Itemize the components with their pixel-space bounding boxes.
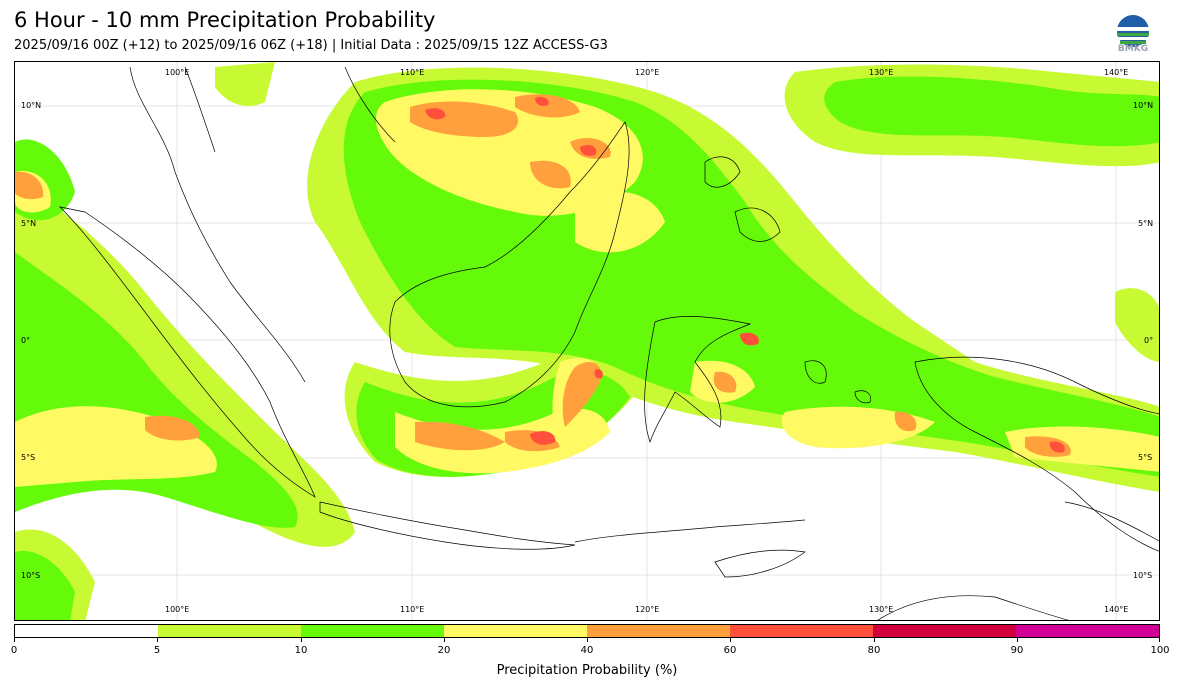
colorbar-tick <box>730 638 731 642</box>
coastlines <box>58 66 1159 620</box>
colorbar-tick <box>1017 638 1018 642</box>
prob-40-60-layer <box>15 94 1071 457</box>
colorbar-segment <box>730 625 873 637</box>
lat-label-0-right: 0° <box>1144 336 1154 345</box>
colorbar-tick <box>14 638 15 642</box>
colorbar-title: Precipitation Probability (%) <box>496 663 678 678</box>
colorbar-tick-label: 100 <box>1150 645 1170 656</box>
colorbar-tick <box>301 638 302 642</box>
colorbar <box>14 624 1160 638</box>
lat-label-5n-left: 5°N <box>21 219 37 228</box>
lon-label-100-top: 100°E <box>165 68 190 77</box>
colorbar-tick-label: 90 <box>1010 645 1024 656</box>
colorbar-segment <box>873 625 1016 637</box>
logo-text: BMKG <box>1117 44 1149 54</box>
chart-title: 6 Hour - 10 mm Precipitation Probability <box>14 8 436 32</box>
lat-label-0-left: 0° <box>21 336 31 345</box>
lon-label-140-top: 140°E <box>1104 68 1129 77</box>
precipitation-map: 100°E 110°E 120°E 130°E 140°E 100°E 110°… <box>14 61 1160 621</box>
colorbar-segment <box>1016 625 1159 637</box>
colorbar-tick-label: 40 <box>580 645 594 656</box>
lon-label-130-top: 130°E <box>869 68 894 77</box>
colorbar-tick-label: 10 <box>294 645 308 656</box>
lon-label-120-bottom: 120°E <box>635 605 660 614</box>
colorbar-tick <box>587 638 588 642</box>
colorbar-tick-label: 80 <box>867 645 881 656</box>
lat-label-10n-left: 10°N <box>21 101 42 110</box>
lon-label-110-top: 110°E <box>400 68 425 77</box>
prob-60-80-layer <box>425 96 1065 453</box>
lat-label-5s-left: 5°S <box>21 453 36 462</box>
colorbar-segment <box>15 625 158 637</box>
colorbar-segment <box>444 625 587 637</box>
colorbar-tick <box>874 638 875 642</box>
colorbar-tick <box>157 638 158 642</box>
colorbar-segment <box>587 625 730 637</box>
lat-label-5s-right: 5°S <box>1138 453 1153 462</box>
colorbar-segment <box>158 625 301 637</box>
lat-label-5n-right: 5°N <box>1138 219 1154 228</box>
colorbar-tick-label: 5 <box>153 645 161 656</box>
lat-label-10s-left: 10°S <box>21 571 41 580</box>
lon-label-100-bottom: 100°E <box>165 605 190 614</box>
lon-label-130-bottom: 130°E <box>869 605 894 614</box>
colorbar-segment <box>301 625 444 637</box>
colorbar-tick <box>1159 638 1160 642</box>
colorbar-tick-label: 60 <box>723 645 737 656</box>
map-canvas <box>15 62 1159 620</box>
colorbar-tick <box>444 638 445 642</box>
colorbar-tick-label: 0 <box>10 645 18 656</box>
lon-label-110-bottom: 110°E <box>400 605 425 614</box>
lon-label-120-top: 120°E <box>635 68 660 77</box>
lon-label-140-bottom: 140°E <box>1104 605 1129 614</box>
lat-label-10n-right: 10°N <box>1133 101 1154 110</box>
colorbar-tick-label: 20 <box>437 645 451 656</box>
chart-subtitle: 2025/09/16 00Z (+12) to 2025/09/16 06Z (… <box>14 38 608 53</box>
bmkg-logo-icon <box>1117 15 1149 47</box>
lat-label-10s-right: 10°S <box>1133 571 1153 580</box>
